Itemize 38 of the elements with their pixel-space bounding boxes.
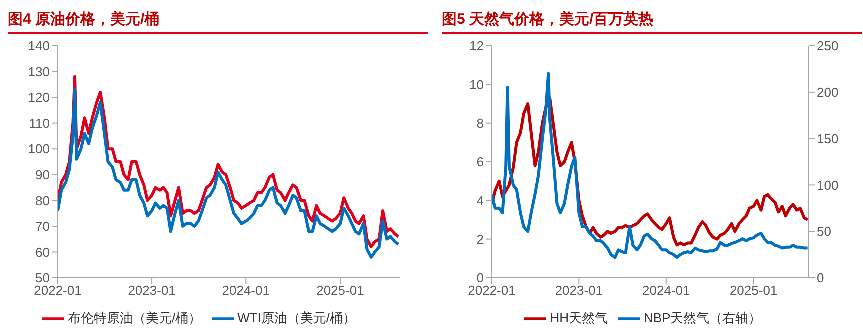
y-tick-label: 90 [36, 168, 50, 183]
x-tick-label: 2022-01 [34, 283, 82, 298]
y-tick-label: 70 [36, 219, 50, 234]
legend-label: NBP天然气（右轴） [644, 310, 762, 326]
y-tick-label: 80 [36, 193, 50, 208]
y-tick-label: 110 [29, 116, 50, 131]
chart-title: 图4 原油价格，美元/桶 [8, 8, 428, 34]
y-tick-label: 140 [28, 38, 50, 54]
y-tick-label: 8 [476, 116, 484, 131]
y2-tick-label: 0 [817, 270, 824, 286]
x-tick-label: 2022-01 [468, 283, 516, 298]
y2-tick-label: 200 [817, 85, 839, 100]
y-tick-label: 100 [28, 142, 50, 157]
x-tick-label: 2024-01 [222, 283, 270, 298]
y-tick-label: 10 [470, 77, 484, 92]
y-tick-label: 130 [28, 64, 50, 80]
x-tick-label: 2023-01 [555, 283, 604, 298]
y-tick-label: 2 [476, 232, 484, 247]
y-tick-label: 6 [476, 154, 484, 170]
line-series [492, 72, 809, 260]
y-tick-label: 50 [36, 270, 50, 286]
legend-label: 布伦特原油（美元/桶） [68, 310, 202, 326]
y2-tick-label: 50 [817, 224, 832, 240]
x-tick-label: 2025-01 [316, 283, 364, 298]
y-tick-label: 60 [36, 244, 50, 260]
y-tick-label: 4 [476, 193, 484, 208]
y-tick-label: 12 [470, 38, 484, 54]
x-tick-label: 2023-01 [128, 283, 176, 298]
legend-label: WTI原油（美元/桶） [238, 310, 356, 326]
x-tick-label: 2025-01 [730, 283, 778, 298]
y2-tick-label: 250 [817, 38, 839, 54]
legend-label: HH天然气 [550, 310, 608, 326]
y-tick-label: 0 [476, 270, 484, 286]
y-tick-label: 120 [28, 90, 50, 106]
chart-title: 图5 天然气价格，美元/百万英热 [442, 8, 862, 34]
y2-tick-label: 100 [817, 178, 839, 193]
x-tick-label: 2024-01 [642, 283, 690, 298]
y2-tick-label: 150 [817, 131, 839, 146]
